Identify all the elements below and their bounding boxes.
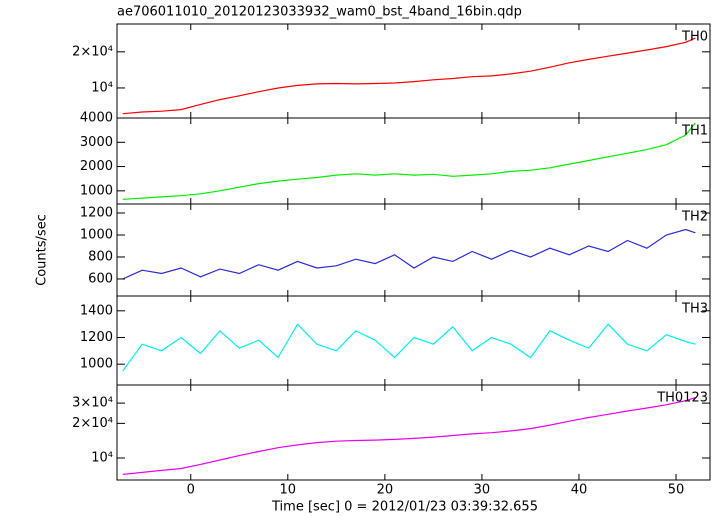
y-tick-label: 4000 [80, 111, 113, 126]
panel-label: TH2 [681, 210, 708, 225]
panel-frame [116, 203, 711, 297]
panel-label: TH0123 [656, 391, 708, 406]
y-tick-label: 2×10⁴ [72, 44, 113, 59]
panel-label: TH3 [681, 302, 708, 317]
data-line [122, 323, 696, 372]
y-tick-label: 3×10⁴ [72, 396, 113, 411]
y-tick-label: 600 [88, 271, 113, 286]
x-tick-label: 50 [668, 483, 685, 498]
y-tick-label: 2000 [80, 159, 113, 174]
y-tick-label: 10⁴ [91, 451, 113, 466]
x-tick-label: 30 [474, 483, 491, 498]
y-tick-label: 800 [88, 249, 113, 264]
x-tick-label: 10 [280, 483, 297, 498]
y-tick-label: 1200 [80, 206, 113, 221]
chart-title: ae706011010_20120123033932_wam0_bst_4ban… [117, 5, 522, 20]
y-tick-label: 1000 [80, 357, 113, 372]
y-axis-label: Counts/sec [35, 214, 50, 286]
data-line [122, 37, 696, 115]
panel-frame [116, 23, 711, 119]
y-tick-label: 1200 [80, 330, 113, 345]
panel-frame [116, 117, 711, 205]
panel-label: TH1 [681, 124, 708, 139]
data-line [122, 122, 696, 200]
panel-frame [116, 295, 711, 386]
x-axis-label: Time [sec] 0 = 2012/01/23 03:39:32.655 [271, 500, 538, 515]
x-tick-label: 0 [187, 483, 195, 498]
y-tick-label: 1000 [80, 183, 113, 198]
y-tick-label: 10⁴ [91, 80, 113, 95]
y-tick-label: 1000 [80, 227, 113, 242]
panel-label: TH0 [681, 30, 708, 45]
x-tick-label: 20 [377, 483, 394, 498]
y-tick-label: 1400 [80, 303, 113, 318]
y-tick-label: 3000 [80, 135, 113, 150]
data-line [122, 397, 696, 475]
data-line [122, 228, 696, 280]
panel-frame [116, 384, 711, 481]
x-tick-label: 40 [571, 483, 588, 498]
y-tick-label: 2×10⁴ [72, 416, 113, 431]
